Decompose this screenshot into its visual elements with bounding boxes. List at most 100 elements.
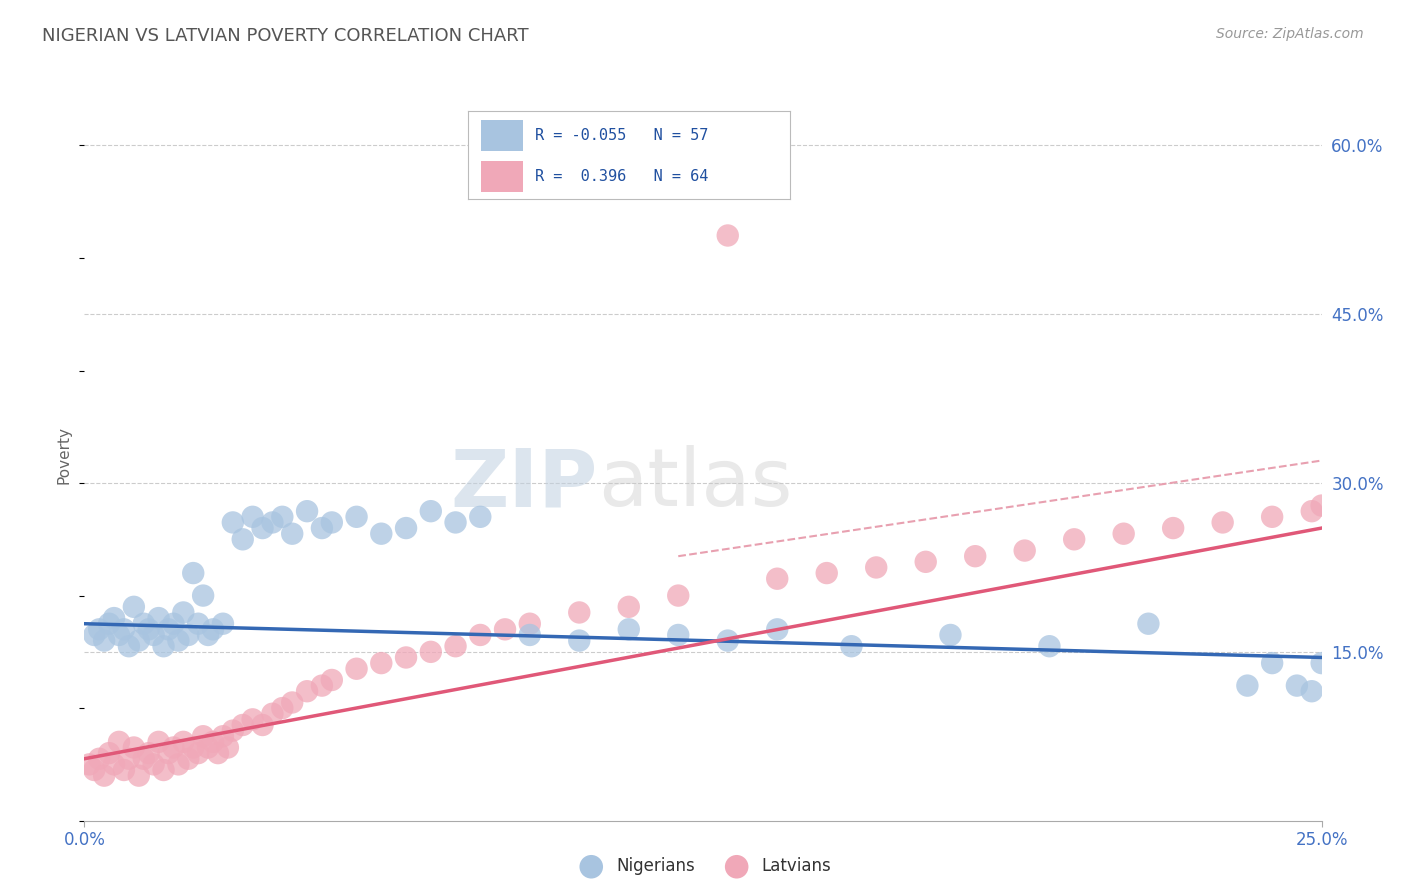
Point: [419, 645, 441, 659]
Point: [1301, 504, 1323, 518]
Point: [395, 650, 418, 665]
Y-axis label: Poverty: Poverty: [56, 425, 72, 484]
Point: [1161, 521, 1184, 535]
Point: [152, 639, 174, 653]
Point: [1310, 499, 1333, 513]
Point: [167, 757, 190, 772]
Point: [83, 763, 105, 777]
Point: [187, 616, 209, 631]
Point: [157, 623, 180, 637]
Point: [939, 628, 962, 642]
Point: [717, 633, 740, 648]
Point: [162, 740, 184, 755]
Point: [370, 656, 392, 670]
Point: [252, 718, 274, 732]
Point: [815, 566, 838, 580]
Point: [766, 572, 789, 586]
Point: [108, 628, 131, 642]
Point: [142, 628, 165, 642]
Text: ZIP: ZIP: [450, 445, 598, 524]
Legend: Nigerians, Latvians: Nigerians, Latvians: [568, 850, 838, 882]
Point: [281, 526, 304, 541]
Point: [444, 639, 467, 653]
Point: [470, 509, 492, 524]
Point: [157, 746, 180, 760]
Point: [568, 606, 591, 620]
Point: [717, 228, 740, 243]
Point: [89, 752, 111, 766]
Point: [122, 599, 145, 614]
Point: [914, 555, 936, 569]
Point: [617, 623, 640, 637]
Point: [112, 763, 135, 777]
Point: [252, 521, 274, 535]
Point: [519, 616, 541, 631]
Point: [98, 746, 121, 760]
Text: NIGERIAN VS LATVIAN POVERTY CORRELATION CHART: NIGERIAN VS LATVIAN POVERTY CORRELATION …: [42, 27, 529, 45]
Point: [148, 611, 170, 625]
Point: [321, 516, 343, 530]
Point: [346, 662, 368, 676]
Point: [1261, 656, 1284, 670]
Point: [1236, 679, 1258, 693]
Point: [138, 623, 160, 637]
Point: [519, 628, 541, 642]
Point: [191, 729, 214, 743]
Point: [93, 633, 115, 648]
Point: [162, 616, 184, 631]
Point: [212, 729, 235, 743]
Point: [1014, 543, 1036, 558]
Point: [112, 623, 135, 637]
Text: atlas: atlas: [598, 445, 792, 524]
Point: [167, 633, 190, 648]
Point: [1063, 533, 1085, 547]
Point: [197, 628, 219, 642]
Point: [242, 712, 264, 726]
Point: [177, 628, 200, 642]
Point: [242, 509, 264, 524]
Point: [142, 757, 165, 772]
Point: [1038, 639, 1060, 653]
Point: [271, 701, 294, 715]
Point: [1137, 616, 1160, 631]
Point: [212, 616, 235, 631]
Point: [177, 752, 200, 766]
Point: [191, 589, 214, 603]
Point: [321, 673, 343, 687]
Point: [271, 509, 294, 524]
Point: [148, 735, 170, 749]
Point: [232, 533, 254, 547]
Point: [108, 735, 131, 749]
Point: [152, 763, 174, 777]
Point: [132, 752, 155, 766]
Bar: [481, 120, 523, 151]
Point: [118, 752, 141, 766]
Point: [132, 616, 155, 631]
Point: [444, 516, 467, 530]
Point: [281, 696, 304, 710]
Point: [181, 566, 204, 580]
Point: [666, 628, 689, 642]
Point: [262, 516, 284, 530]
Point: [202, 623, 225, 637]
Point: [766, 623, 789, 637]
Point: [1261, 509, 1284, 524]
Text: R =  0.396   N = 64: R = 0.396 N = 64: [536, 169, 709, 184]
Point: [222, 723, 245, 738]
Point: [93, 769, 115, 783]
Point: [187, 746, 209, 760]
Point: [79, 757, 101, 772]
Point: [118, 639, 141, 653]
Text: Source: ZipAtlas.com: Source: ZipAtlas.com: [1216, 27, 1364, 41]
Point: [666, 589, 689, 603]
Point: [89, 623, 111, 637]
Point: [841, 639, 863, 653]
Point: [965, 549, 987, 564]
Point: [1310, 656, 1333, 670]
Point: [172, 606, 194, 620]
Point: [568, 633, 591, 648]
Point: [232, 718, 254, 732]
Point: [494, 623, 516, 637]
Point: [202, 735, 225, 749]
Point: [83, 628, 105, 642]
